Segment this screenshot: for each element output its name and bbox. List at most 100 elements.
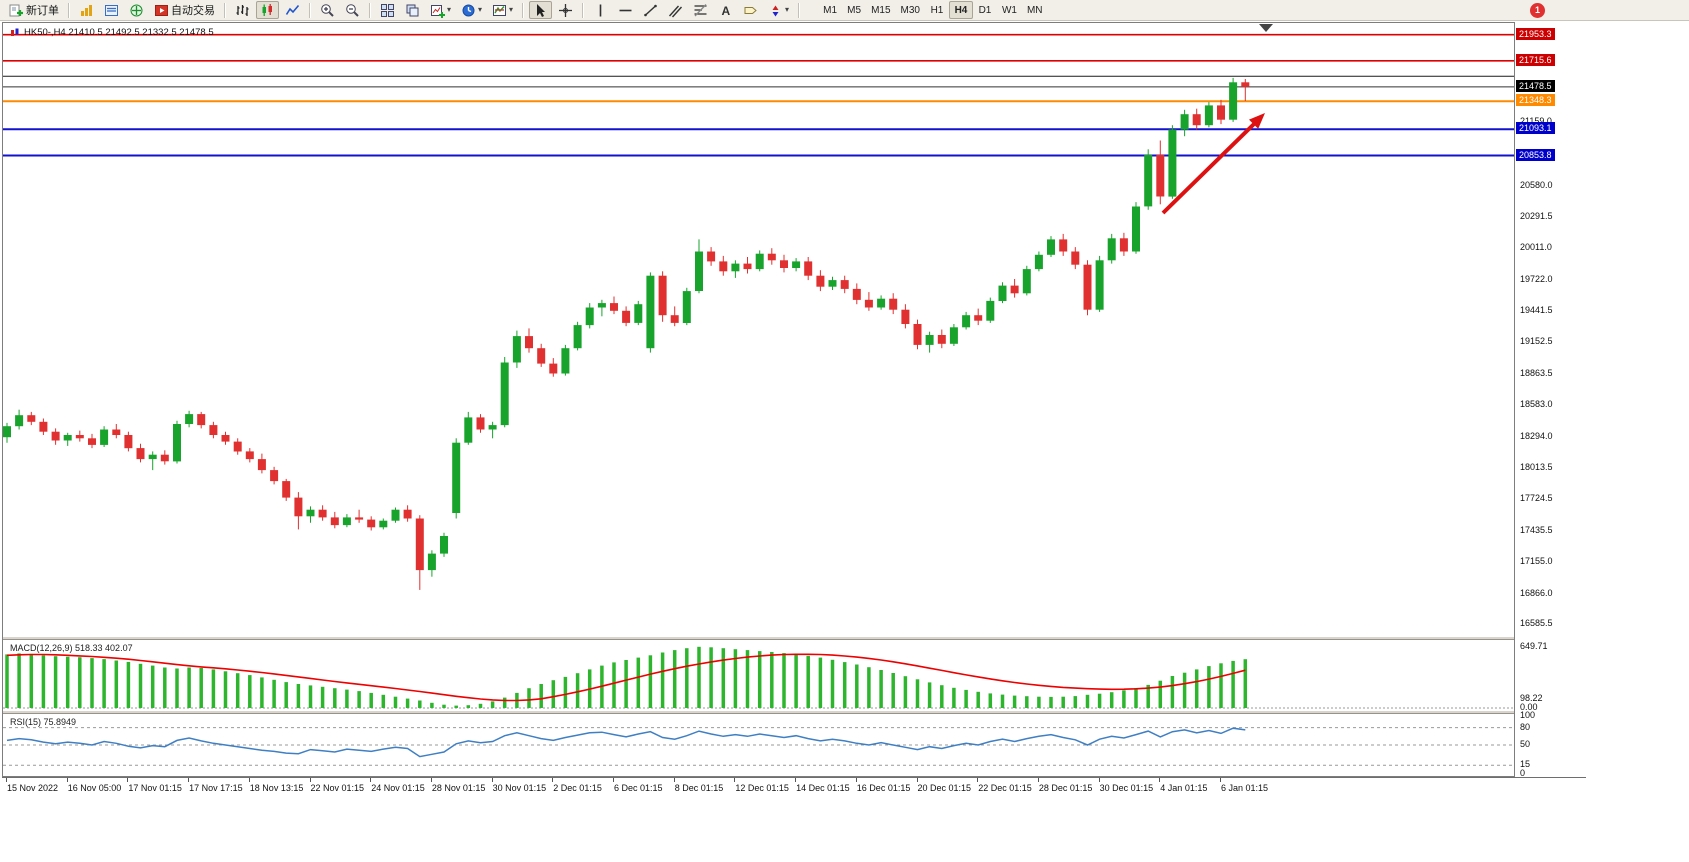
vertical-line-button[interactable] [589,1,612,19]
price-tick: 17724.5 [1520,493,1553,504]
toolbar-buttons: 新订单 自动交易 ▾ ▾ ▾ A ▾ [4,1,804,19]
time-label: 16 Nov 05:00 [67,783,122,793]
tile-windows-button[interactable] [376,1,399,19]
candle-body [500,362,509,426]
candle-body [974,315,983,321]
time-tick [795,778,797,782]
time-label: 12 Dec 01:15 [735,783,789,793]
macd-scale-tick: 0.00 [1520,702,1538,712]
candle-body [828,280,837,287]
candle-body [658,275,667,316]
price-scale[interactable]: 21159.0 20580.0 20291.5 20011.0 19722.0 19441… [1516,22,1586,778]
candle-body [913,324,922,345]
fibonacci-button[interactable] [689,1,712,19]
market-watch-button[interactable] [75,1,98,19]
macd-panel[interactable] [3,640,1514,710]
line-chart-button[interactable] [281,1,304,19]
data-window-icon [105,4,118,16]
new-order-button-label: 新订单 [26,5,59,17]
profiles-button[interactable]: ▾ [457,1,486,19]
time-label: 8 Dec 01:15 [674,783,724,793]
time-axis[interactable]: 15 Nov 2022 16 Nov 05:00 17 Nov 01:15 17 No… [2,777,1586,798]
horizontal-line-button[interactable] [614,1,637,19]
candle-body [1241,82,1250,87]
new-order-icon [9,4,23,16]
cascade-windows-button[interactable] [401,1,424,19]
candle-body [512,336,521,363]
timeframe-m30-button[interactable]: M30 [896,1,925,19]
timeframe-h4-button[interactable]: H4 [948,1,973,19]
dropdown-caret-icon: ▾ [509,5,514,14]
time-tick [613,778,614,782]
svg-text:A: A [722,4,731,18]
time-label: 6 Jan 01:15 [1221,783,1269,793]
data-window-button[interactable] [100,1,123,19]
rsi-panel[interactable] [3,714,1514,776]
rsi-background [3,714,1514,776]
trend-arrow[interactable] [1161,122,1256,215]
time-label: 28 Dec 01:15 [1038,783,1093,793]
candle-body [610,303,618,311]
timeframe-m5-button[interactable]: M5 [842,1,866,19]
timeframe-m1-button[interactable]: M1 [818,1,842,19]
candle-body [245,451,254,460]
candle-body [88,438,96,445]
crosshair-button[interactable] [554,1,577,19]
candle-body [1229,82,1238,120]
timeframe-m15-button[interactable]: M15 [866,1,895,19]
time-label: 14 Dec 01:15 [796,783,850,793]
candle-body [804,261,813,276]
timeframe-d1-button[interactable]: D1 [973,1,997,19]
fibo-icon [694,3,707,16]
autotrading-button-label: 自动交易 [171,5,215,17]
new-order-button[interactable]: 新订单 [5,1,63,19]
timeframe-toolbar: M1 M5 M15 M30 H1 H4 D1 W1 MN [818,1,1047,19]
zoom-out-button[interactable] [341,1,364,19]
candle-body [707,251,716,262]
cursor-button[interactable] [529,1,553,19]
candle-body [634,304,643,323]
candle-body [136,448,145,460]
price-chart-panel[interactable] [3,23,1514,636]
candle-body [1192,114,1201,126]
text-button[interactable]: A [714,1,737,19]
channel-button[interactable] [664,1,687,19]
time-tick [977,778,979,782]
candlestick-chart-button[interactable] [256,1,279,19]
new-chart-button[interactable]: ▾ [426,1,455,19]
time-tick [248,778,250,782]
timeframe-w1-button[interactable]: W1 [997,1,1022,19]
candle-body [476,417,485,430]
arrows-button[interactable]: ▾ [764,1,793,19]
zoom-in-button[interactable] [316,1,339,19]
chart-shift-marker[interactable] [1259,24,1273,32]
bars-icon [236,4,249,16]
candle-body [597,303,606,308]
timeframe-h1-button[interactable]: H1 [925,1,949,19]
timeframe-mn-button[interactable]: MN [1022,1,1048,19]
cascade-icon [406,4,419,16]
notification-badge[interactable]: 1 [1530,3,1545,18]
bar-chart-button[interactable] [231,1,254,19]
time-tick [491,778,493,782]
indicators-icon [493,4,507,16]
candle-body [1071,251,1080,265]
toolbar-separator [309,2,311,18]
autotrading-button[interactable]: 自动交易 [150,1,219,19]
indicators-button[interactable]: ▾ [488,1,517,19]
price-tick: 18013.5 [1520,461,1553,472]
candle-body [3,426,11,438]
panel-splitter[interactable] [3,710,1514,714]
candle-body [1047,239,1055,255]
zoom-in-icon [321,3,334,17]
trendline-button[interactable] [639,1,662,19]
navigator-button[interactable] [125,1,148,19]
panel-splitter[interactable] [3,636,1514,640]
label-icon [744,6,757,14]
candle-body [355,517,364,520]
candle-body [1180,114,1189,130]
time-tick [127,778,129,782]
text-label-button[interactable] [739,1,762,19]
bid-price-label: 21478.5 [1516,79,1555,92]
